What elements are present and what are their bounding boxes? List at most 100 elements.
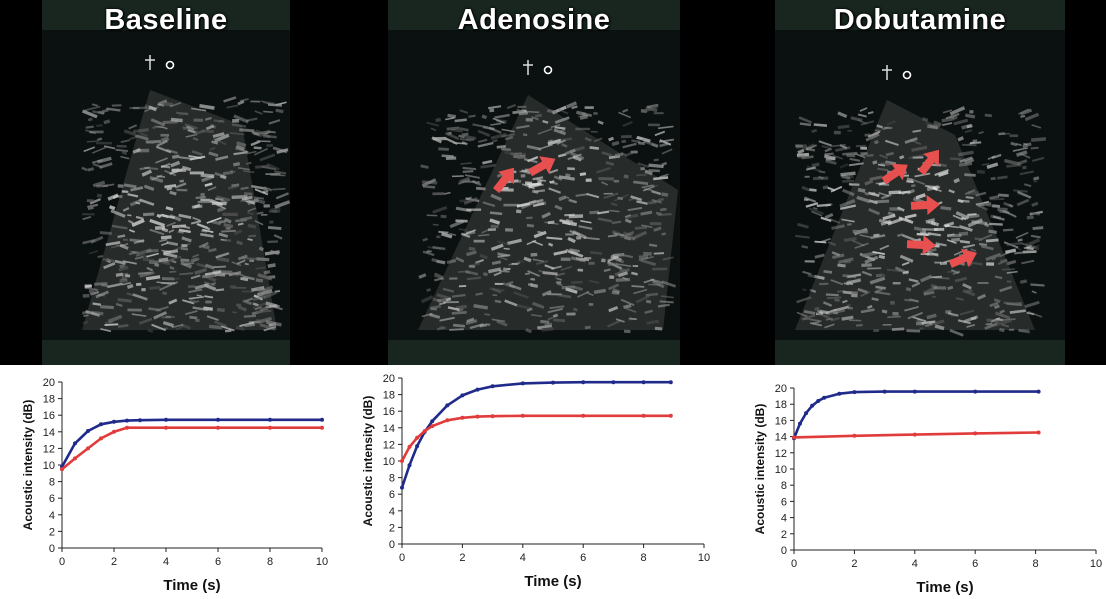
data-point-red [445, 418, 450, 423]
data-point-blue [810, 403, 815, 408]
y-tick-label: 0 [389, 539, 395, 551]
data-point-blue [112, 419, 116, 424]
y-axis-label: Acoustic intensity (dB) [753, 404, 767, 535]
data-point-red [407, 444, 412, 449]
x-tick-label: 2 [111, 556, 117, 568]
arrow-icon [881, 163, 908, 185]
data-point-red [164, 425, 168, 430]
data-point-blue [415, 444, 420, 449]
y-tick-label: 2 [49, 526, 55, 538]
arrow-icon [948, 248, 977, 268]
data-point-red [581, 413, 586, 418]
data-point-red [792, 435, 796, 440]
intensity-chart-adenosine: 0 2 4 6 8 10 12 14 16 18 20 0 2 4 6 8 10 Time (s) Acoustic… [350, 368, 720, 596]
y-tick-label: 12 [43, 443, 55, 455]
data-point-blue [164, 417, 168, 422]
data-point-red [73, 456, 77, 461]
data-point-red [641, 413, 646, 418]
data-point-blue [475, 387, 480, 392]
y-tick-label: 16 [775, 415, 787, 427]
data-point-red [125, 425, 129, 430]
data-point-blue [816, 399, 821, 403]
data-point-blue [460, 393, 465, 398]
data-point-red [973, 431, 978, 436]
data-point-blue [445, 403, 450, 408]
chart-svg-dobutamine: 0 2 4 6 8 10 12 14 16 18 20 0 2 4 6 8 10 Time (s) Acoustic… [753, 383, 1102, 596]
transducer-marker-icon [882, 65, 892, 80]
intensity-chart-baseline: 0 2 4 6 8 10 12 14 16 18 20 0 2 4 6 8 10 Time (s) Acoustic… [10, 368, 350, 596]
data-point-red [430, 424, 435, 429]
y-tick-label: 14 [383, 423, 395, 435]
arrow-icon [917, 149, 940, 176]
y-tick-label: 20 [43, 377, 55, 389]
x-axis-label: Time (s) [916, 579, 973, 596]
echo-image-baseline [42, 30, 290, 340]
data-point-blue [973, 389, 978, 394]
x-tick-label: 6 [580, 552, 586, 564]
y-tick-label: 20 [775, 383, 787, 395]
intensity-chart-dobutamine: 0 2 4 6 8 10 12 14 16 18 20 0 2 4 6 8 10 Time (s) Acoustic… [740, 368, 1106, 596]
data-point-red [216, 425, 220, 430]
data-point-red [460, 415, 465, 420]
arrow-icon [906, 235, 936, 255]
data-point-blue [138, 418, 142, 423]
data-point-blue [99, 422, 103, 427]
y-axis-label: Acoustic intensity (dB) [361, 396, 375, 527]
transducer-marker-icon [523, 60, 533, 75]
data-point-red [912, 432, 917, 437]
data-point-blue [852, 390, 857, 395]
data-point-blue [520, 381, 525, 386]
y-tick-label: 10 [43, 460, 55, 472]
y-tick-label: 0 [781, 545, 787, 557]
data-point-red [268, 425, 272, 430]
y-tick-label: 14 [775, 432, 787, 444]
x-tick-label: 4 [912, 558, 918, 570]
x-tick-label: 8 [267, 556, 273, 568]
data-point-blue [73, 441, 77, 446]
data-point-blue [581, 380, 586, 385]
orientation-marker-icon [902, 70, 912, 80]
data-point-blue [882, 389, 887, 394]
data-point-blue [641, 380, 646, 385]
x-axis-label: Time (s) [524, 573, 581, 590]
data-point-red [400, 459, 404, 463]
data-point-blue [430, 419, 435, 424]
data-point-blue [1036, 389, 1041, 394]
series-line-red [400, 414, 671, 462]
y-tick-label: 12 [775, 448, 787, 460]
data-point-red [99, 436, 103, 441]
y-tick-label: 8 [389, 473, 395, 485]
data-point-blue [125, 418, 129, 423]
data-point-blue [551, 380, 555, 385]
x-tick-label: 4 [163, 556, 169, 568]
y-tick-label: 8 [49, 477, 55, 489]
y-tick-label: 6 [389, 489, 395, 501]
panel-title-adenosine: Adenosine [457, 4, 611, 36]
data-point-blue [268, 417, 272, 422]
x-tick-label: 10 [1090, 558, 1102, 570]
x-tick-label: 6 [215, 556, 221, 568]
series-line-blue [792, 390, 1039, 439]
x-tick-label: 2 [851, 558, 857, 570]
x-tick-label: 0 [791, 558, 797, 570]
y-tick-label: 12 [383, 439, 395, 451]
data-point-red [490, 414, 495, 419]
panel-title-baseline: Baseline [104, 4, 228, 36]
y-tick-label: 2 [781, 529, 787, 541]
data-point-red [668, 413, 673, 418]
y-tick-label: 10 [383, 456, 395, 468]
panel-title-dobutamine: Dobutamine [833, 4, 1007, 36]
y-tick-label: 2 [389, 522, 395, 534]
y-tick-label: 18 [383, 390, 395, 402]
echo-image-dobutamine [775, 30, 1065, 340]
data-point-red [520, 413, 525, 418]
x-tick-label: 10 [698, 552, 710, 564]
x-axis-label: Time (s) [163, 577, 220, 594]
x-tick-label: 4 [520, 552, 526, 564]
chart-svg-adenosine: 0 2 4 6 8 10 12 14 16 18 20 0 2 4 6 8 10 Time (s) Acoustic… [361, 373, 710, 590]
data-point-red [60, 467, 64, 472]
x-tick-label: 6 [972, 558, 978, 570]
data-point-red [422, 429, 427, 434]
data-point-red [86, 446, 90, 451]
data-point-blue [86, 429, 90, 433]
